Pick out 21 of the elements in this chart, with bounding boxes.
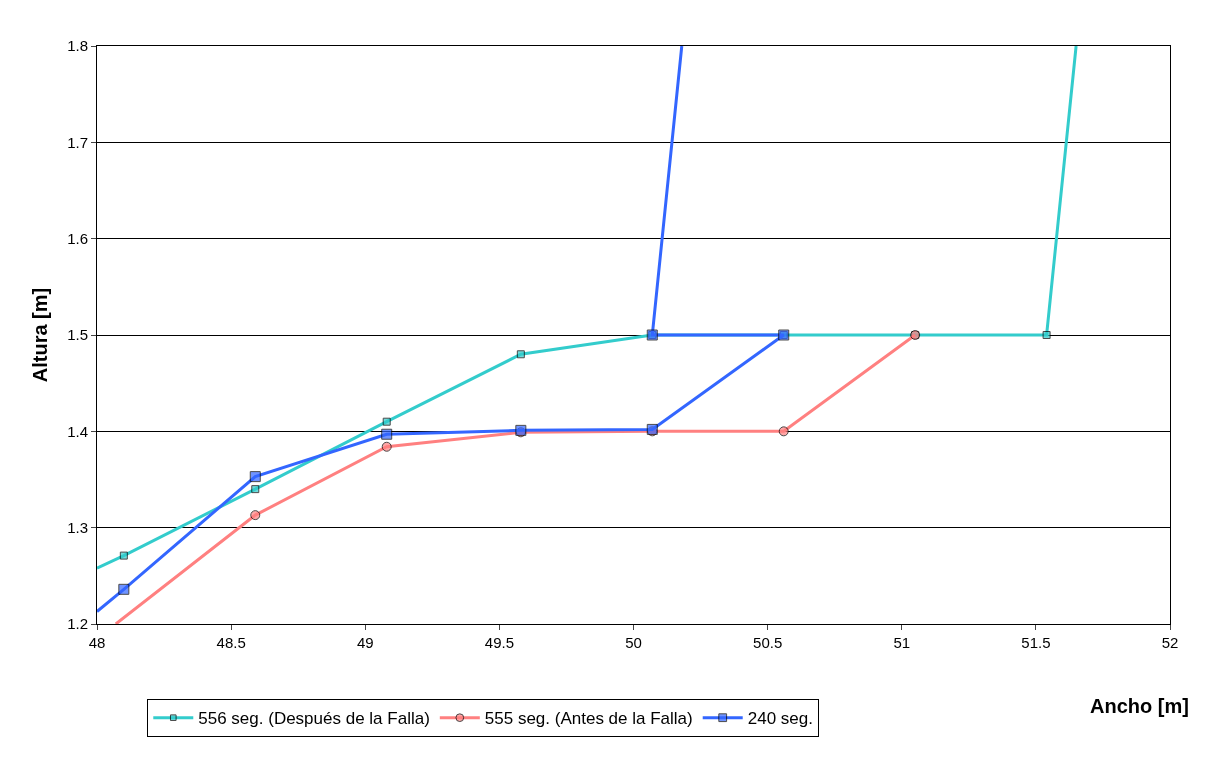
legend-label: 556 seg. (Después de la Falla): [198, 709, 430, 729]
y-tick-label: 1.4: [67, 422, 88, 440]
x-tick-label: 48: [88, 634, 106, 651]
x-tick-label: 49.5: [484, 634, 514, 651]
x-tick-label: 49: [356, 634, 374, 651]
x-tick-label: 50.5: [753, 634, 783, 651]
legend-label: 240 seg.: [747, 709, 813, 729]
y-tick-label: 1.3: [67, 518, 88, 536]
x-tick-label: 50: [625, 634, 642, 651]
y-axis-title: Altura [m]: [28, 287, 51, 383]
y-tick-label: 1.5: [67, 326, 88, 344]
x-tick-label: 48.5: [216, 634, 246, 651]
x-tick-label: 51: [893, 634, 911, 651]
x-tick-label: 52: [1161, 634, 1179, 651]
legend-label: 555 seg. (Antes de la Falla): [484, 709, 693, 729]
y-tick-label: 1.2: [67, 615, 88, 633]
x-tick-label: 51.5: [1021, 634, 1051, 651]
y-tick-label: 1.6: [67, 229, 88, 247]
y-tick-label: 1.7: [67, 133, 88, 151]
y-tick-label: 1.8: [67, 37, 88, 55]
x-axis-title: Ancho [m]: [1090, 695, 1189, 717]
